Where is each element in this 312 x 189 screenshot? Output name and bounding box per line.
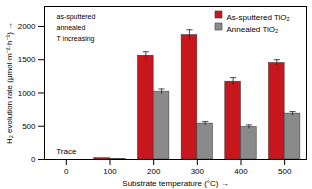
svg-text:200: 200 bbox=[147, 167, 161, 176]
svg-text:H₂ evolution rate (μmol·m⁻²·h⁻: H₂ evolution rate (μmol·m⁻²·h⁻¹) → bbox=[5, 22, 14, 144]
svg-text:500: 500 bbox=[278, 167, 292, 176]
svg-text:Trace: Trace bbox=[56, 147, 77, 156]
svg-text:As-sputtered TiO₂: As-sputtered TiO₂ bbox=[227, 13, 290, 22]
svg-text:as-sputtered: as-sputtered bbox=[57, 13, 96, 21]
svg-text:500: 500 bbox=[22, 122, 36, 131]
svg-text:1000: 1000 bbox=[18, 89, 36, 98]
svg-text:300: 300 bbox=[191, 167, 205, 176]
svg-text:2000: 2000 bbox=[18, 22, 36, 31]
svg-text:Substrate temperature (°C) →: Substrate temperature (°C) → bbox=[122, 179, 228, 188]
svg-text:annealed: annealed bbox=[57, 24, 86, 31]
svg-text:0: 0 bbox=[64, 167, 69, 176]
svg-text:Annealed TiO₂: Annealed TiO₂ bbox=[227, 25, 279, 34]
svg-text:1500: 1500 bbox=[18, 55, 36, 64]
svg-text:400: 400 bbox=[234, 167, 248, 176]
svg-text:100: 100 bbox=[103, 167, 117, 176]
svg-text:T increasing: T increasing bbox=[57, 35, 95, 43]
svg-text:0: 0 bbox=[31, 155, 36, 164]
